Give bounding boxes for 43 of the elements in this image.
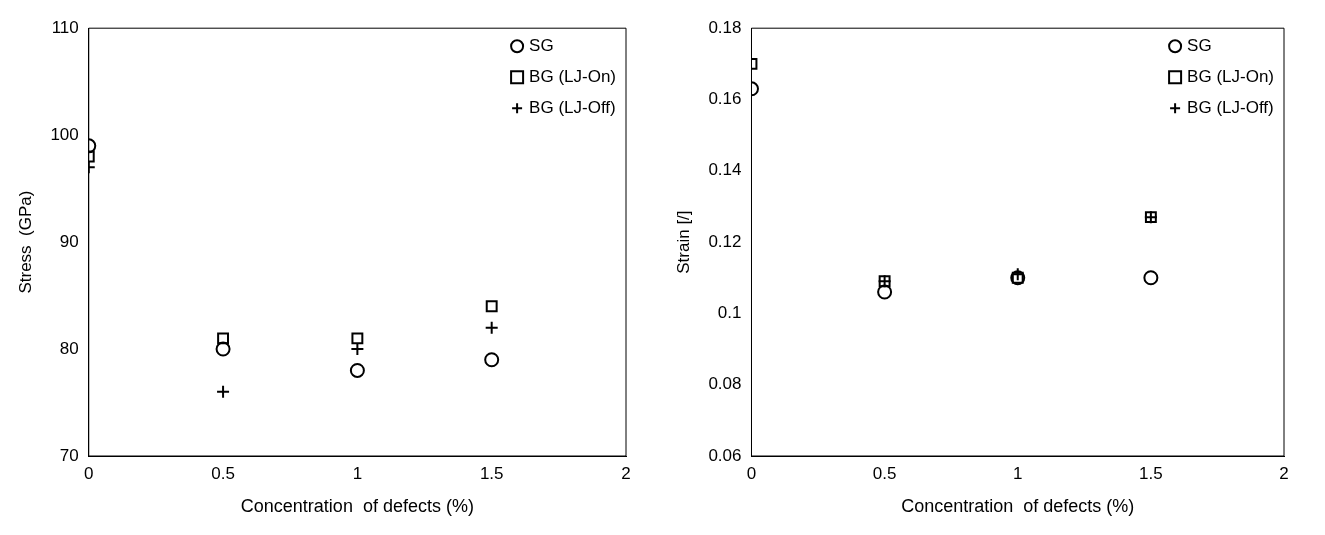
legend-label: SG [1187,35,1212,55]
y-tick-label: 0.18 [708,17,742,37]
x-axis-title: Concentration of defects (%) [240,496,474,517]
x-tick-label: 1.5 [479,463,504,483]
point [216,384,231,399]
point [215,341,231,357]
point [877,284,893,300]
y-tick-label: 0.08 [708,374,742,394]
x-axis-title: Concentration of defects (%) [901,496,1135,517]
y-tick-label: 0.14 [708,160,742,180]
y-axis-title: Stress (GPa) [15,190,35,294]
x-tick-label: 0.5 [872,463,897,483]
x-tick-label: 2 [621,463,631,483]
point [349,362,365,378]
legend-label: SG [529,35,554,55]
y-tick-label: 0.06 [708,445,742,465]
point [484,352,500,368]
y-tick-label: 80 [59,338,79,358]
y-tick-label: 0.16 [708,89,742,109]
y-tick-label: 110 [51,17,79,37]
y-tick-label: 90 [59,231,79,251]
y-tick-label: 100 [50,124,79,144]
legend-label: BG (LJ-On) [529,66,617,86]
point [217,332,230,345]
legend-label: BG (LJ-On) [1187,66,1275,86]
point [484,320,499,335]
y-axis-title: Strain [/] [673,210,693,274]
point [350,342,365,357]
legend-label: BG (LJ-Off) [529,97,616,117]
x-tick-label: 1 [352,463,363,483]
x-tick-label: 0 [746,463,757,483]
y-tick-label: 70 [59,445,79,465]
point [485,300,498,313]
y-tick-label: 0.12 [708,231,742,251]
point [351,332,364,345]
x-tick-label: 0.5 [211,463,235,483]
point [1143,270,1159,286]
x-tick-label: 1 [1013,463,1023,483]
legend-label: BG (LJ-Off) [1187,97,1274,117]
x-tick-label: 1.5 [1139,463,1163,483]
y-tick-label: 0.1 [717,303,742,323]
x-tick-label: 2 [1279,463,1289,483]
x-tick-label: 0 [84,463,94,483]
